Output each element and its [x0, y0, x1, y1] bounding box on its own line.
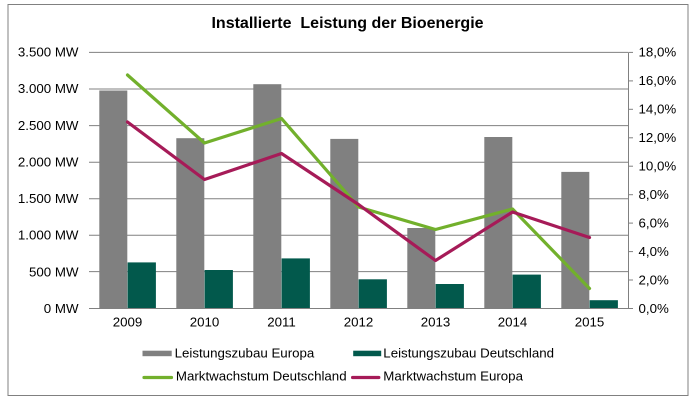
svg-text:8,0%: 8,0% [639, 187, 669, 202]
svg-text:6,0%: 6,0% [639, 216, 669, 231]
svg-text:18,0%: 18,0% [639, 45, 677, 60]
svg-text:0 MW: 0 MW [44, 301, 79, 316]
svg-text:2015: 2015 [575, 315, 605, 330]
svg-text:2014: 2014 [498, 315, 528, 330]
svg-text:2010: 2010 [190, 315, 220, 330]
svg-text:3.500 MW: 3.500 MW [18, 45, 79, 60]
svg-text:4,0%: 4,0% [639, 244, 669, 259]
svg-text:2012: 2012 [344, 315, 374, 330]
svg-text:10,0%: 10,0% [639, 159, 677, 174]
svg-text:0,0%: 0,0% [639, 301, 669, 316]
svg-text:1.000 MW: 1.000 MW [18, 228, 79, 243]
svg-text:2.500 MW: 2.500 MW [18, 118, 79, 133]
svg-text:2009: 2009 [113, 315, 143, 330]
svg-text:14,0%: 14,0% [639, 102, 677, 117]
svg-text:1.500 MW: 1.500 MW [18, 191, 79, 206]
svg-text:16,0%: 16,0% [639, 73, 677, 88]
svg-text:500 MW: 500 MW [29, 264, 79, 279]
svg-text:Marktwachstum Europa: Marktwachstum Europa [383, 368, 523, 383]
svg-text:3.000 MW: 3.000 MW [18, 81, 79, 96]
svg-text:2,0%: 2,0% [639, 273, 669, 288]
svg-text:2013: 2013 [421, 315, 451, 330]
svg-text:2.000 MW: 2.000 MW [18, 154, 79, 169]
svg-text:2011: 2011 [267, 315, 296, 330]
svg-text:Marktwachstum Deutschland: Marktwachstum Deutschland [176, 368, 347, 383]
svg-text:12,0%: 12,0% [639, 130, 677, 145]
svg-text:Installierte Leistung der Bio: Installierte Leistung der Bioenergie [211, 15, 483, 32]
svg-text:Leistungszubau Europa: Leistungszubau Europa [175, 346, 315, 361]
svg-text:Leistungszubau Deutschland: Leistungszubau Deutschland [383, 346, 554, 361]
